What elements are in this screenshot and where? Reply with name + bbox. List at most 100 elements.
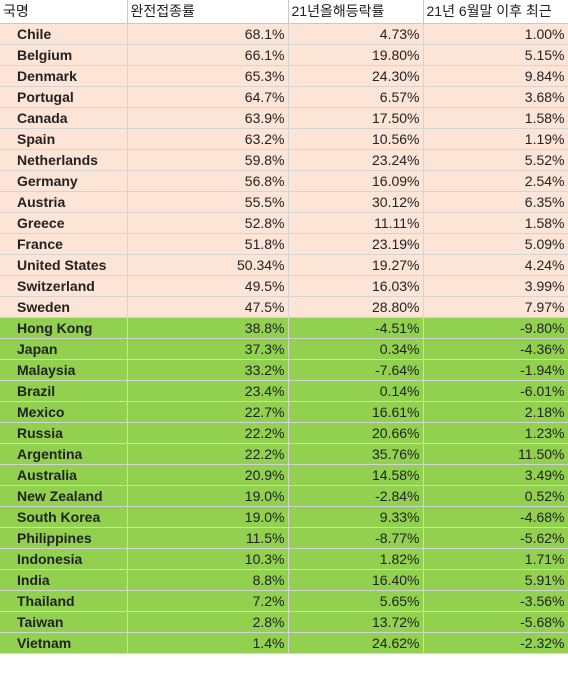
cell-ytd-change[interactable]: 13.72% [288,611,424,633]
cell-ytd-change[interactable]: 9.33% [288,506,424,528]
cell-ytd-change[interactable]: 23.19% [288,233,424,255]
cell-ytd-change[interactable]: 24.30% [288,65,424,87]
cell-country[interactable]: Portugal [0,86,128,108]
cell-country[interactable]: Brazil [0,380,128,402]
cell-vaccination-rate[interactable]: 22.7% [127,401,289,423]
cell-since-june-change[interactable]: 5.15% [423,44,568,66]
cell-since-june-change[interactable]: 9.84% [423,65,568,87]
cell-vaccination-rate[interactable]: 33.2% [127,359,289,381]
cell-since-june-change[interactable]: 2.18% [423,401,568,423]
cell-country[interactable]: Chile [0,23,128,45]
cell-ytd-change[interactable]: 19.80% [288,44,424,66]
cell-since-june-change[interactable]: 3.68% [423,86,568,108]
cell-since-june-change[interactable]: 3.99% [423,275,568,297]
cell-since-june-change[interactable]: 6.35% [423,191,568,213]
cell-country[interactable]: Spain [0,128,128,150]
cell-vaccination-rate[interactable]: 55.5% [127,191,289,213]
cell-ytd-change[interactable]: 23.24% [288,149,424,171]
cell-ytd-change[interactable]: 24.62% [288,632,424,654]
header-vaccination-rate[interactable]: 완전접종률 [127,0,289,24]
cell-vaccination-rate[interactable]: 66.1% [127,44,289,66]
cell-ytd-change[interactable]: 0.14% [288,380,424,402]
cell-vaccination-rate[interactable]: 1.4% [127,632,289,654]
cell-ytd-change[interactable]: 11.11% [288,212,424,234]
cell-vaccination-rate[interactable]: 19.0% [127,485,289,507]
cell-vaccination-rate[interactable]: 20.9% [127,464,289,486]
cell-since-june-change[interactable]: 1.71% [423,548,568,570]
cell-country[interactable]: South Korea [0,506,128,528]
cell-ytd-change[interactable]: 6.57% [288,86,424,108]
cell-since-june-change[interactable]: 2.54% [423,170,568,192]
cell-country[interactable]: Malaysia [0,359,128,381]
cell-country[interactable]: Denmark [0,65,128,87]
cell-since-june-change[interactable]: 1.00% [423,23,568,45]
cell-country[interactable]: India [0,569,128,591]
cell-since-june-change[interactable]: 3.49% [423,464,568,486]
cell-since-june-change[interactable]: -1.94% [423,359,568,381]
cell-since-june-change[interactable]: -6.01% [423,380,568,402]
cell-country[interactable]: Australia [0,464,128,486]
cell-since-june-change[interactable]: 1.19% [423,128,568,150]
cell-ytd-change[interactable]: 19.27% [288,254,424,276]
cell-country[interactable]: Switzerland [0,275,128,297]
cell-since-june-change[interactable]: -9.80% [423,317,568,339]
cell-vaccination-rate[interactable]: 59.8% [127,149,289,171]
cell-ytd-change[interactable]: 10.56% [288,128,424,150]
cell-vaccination-rate[interactable]: 63.2% [127,128,289,150]
cell-country[interactable]: Philippines [0,527,128,549]
cell-vaccination-rate[interactable]: 19.0% [127,506,289,528]
cell-ytd-change[interactable]: 14.58% [288,464,424,486]
cell-since-june-change[interactable]: 5.09% [423,233,568,255]
cell-since-june-change[interactable]: -4.68% [423,506,568,528]
cell-vaccination-rate[interactable]: 63.9% [127,107,289,129]
cell-country[interactable]: Taiwan [0,611,128,633]
cell-since-june-change[interactable]: 4.24% [423,254,568,276]
cell-since-june-change[interactable]: 11.50% [423,443,568,465]
cell-since-june-change[interactable]: 7.97% [423,296,568,318]
cell-country[interactable]: Thailand [0,590,128,612]
cell-vaccination-rate[interactable]: 22.2% [127,443,289,465]
cell-vaccination-rate[interactable]: 68.1% [127,23,289,45]
cell-since-june-change[interactable]: 5.52% [423,149,568,171]
cell-country[interactable]: Argentina [0,443,128,465]
cell-ytd-change[interactable]: 16.61% [288,401,424,423]
cell-vaccination-rate[interactable]: 52.8% [127,212,289,234]
cell-ytd-change[interactable]: 35.76% [288,443,424,465]
cell-ytd-change[interactable]: -4.51% [288,317,424,339]
cell-vaccination-rate[interactable]: 56.8% [127,170,289,192]
cell-ytd-change[interactable]: 16.40% [288,569,424,591]
cell-since-june-change[interactable]: 1.58% [423,107,568,129]
cell-country[interactable]: Indonesia [0,548,128,570]
cell-country[interactable]: France [0,233,128,255]
cell-country[interactable]: Germany [0,170,128,192]
cell-country[interactable]: Mexico [0,401,128,423]
cell-since-june-change[interactable]: -2.32% [423,632,568,654]
header-since-june-change[interactable]: 21년 6월말 이후 최근 [423,0,568,24]
cell-vaccination-rate[interactable]: 22.2% [127,422,289,444]
cell-vaccination-rate[interactable]: 10.3% [127,548,289,570]
cell-since-june-change[interactable]: 1.58% [423,212,568,234]
cell-ytd-change[interactable]: 20.66% [288,422,424,444]
cell-ytd-change[interactable]: 5.65% [288,590,424,612]
cell-vaccination-rate[interactable]: 49.5% [127,275,289,297]
cell-vaccination-rate[interactable]: 47.5% [127,296,289,318]
cell-ytd-change[interactable]: 4.73% [288,23,424,45]
cell-vaccination-rate[interactable]: 23.4% [127,380,289,402]
cell-ytd-change[interactable]: 0.34% [288,338,424,360]
cell-ytd-change[interactable]: -2.84% [288,485,424,507]
cell-country[interactable]: Hong Kong [0,317,128,339]
cell-vaccination-rate[interactable]: 8.8% [127,569,289,591]
cell-since-june-change[interactable]: -5.68% [423,611,568,633]
cell-vaccination-rate[interactable]: 38.8% [127,317,289,339]
cell-country[interactable]: Russia [0,422,128,444]
cell-since-june-change[interactable]: 0.52% [423,485,568,507]
cell-vaccination-rate[interactable]: 65.3% [127,65,289,87]
cell-ytd-change[interactable]: -8.77% [288,527,424,549]
cell-country[interactable]: Austria [0,191,128,213]
cell-ytd-change[interactable]: 17.50% [288,107,424,129]
cell-since-june-change[interactable]: -5.62% [423,527,568,549]
header-country[interactable]: 국명 [0,0,128,24]
cell-vaccination-rate[interactable]: 37.3% [127,338,289,360]
cell-country[interactable]: United States [0,254,128,276]
cell-country[interactable]: Japan [0,338,128,360]
